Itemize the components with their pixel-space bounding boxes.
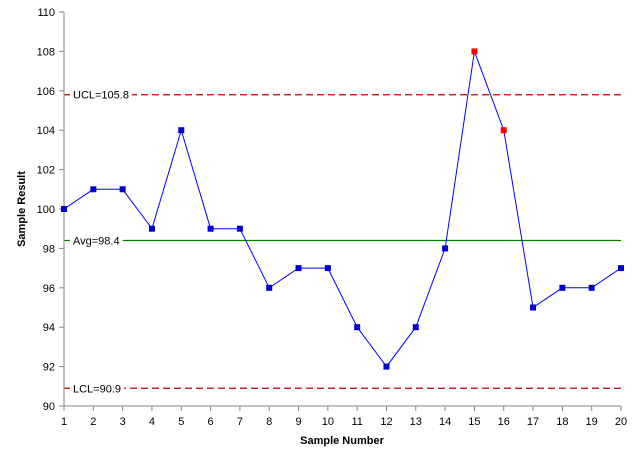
x-tick-label: 14 (439, 416, 451, 428)
data-point (383, 363, 390, 370)
reference-line-label-1: Avg=98.4 (73, 236, 120, 248)
data-point (266, 284, 273, 291)
reference-line-label-bg-0 (70, 87, 132, 102)
out-of-control-point (471, 48, 478, 55)
x-tick-label: 7 (237, 416, 243, 428)
x-tick-label: 20 (615, 416, 627, 428)
x-tick-label: 11 (351, 416, 362, 428)
data-point (148, 225, 155, 232)
x-tick-label: 18 (556, 416, 568, 428)
data-series (61, 48, 624, 370)
y-tick-label: 100 (37, 204, 55, 216)
x-tick-label: 13 (410, 416, 422, 428)
x-tick-label: 17 (527, 416, 539, 428)
x-tick-label: 4 (149, 416, 155, 428)
y-tick-label: 102 (37, 165, 55, 177)
y-tick-label: 96 (43, 283, 55, 295)
y-tick-label: 106 (37, 86, 55, 98)
data-point (295, 265, 302, 272)
data-point (207, 225, 214, 232)
data-point (618, 265, 624, 272)
data-point (236, 225, 243, 232)
x-tick-label: 12 (380, 416, 392, 428)
data-point (530, 304, 537, 311)
data-point (354, 324, 361, 331)
reference-line-label-bg-2 (70, 381, 125, 396)
y-tick-label: 94 (43, 322, 55, 334)
x-tick-label: 3 (120, 416, 126, 428)
x-tick-label: 19 (586, 416, 598, 428)
data-point (559, 284, 566, 291)
x-axis-title: Sample Number (300, 435, 384, 447)
reference-line-label-0: UCL=105.8 (73, 90, 129, 102)
data-point (119, 186, 126, 193)
data-point (90, 186, 97, 193)
data-point (178, 127, 185, 134)
out-of-control-point (500, 127, 507, 134)
y-tick-label: 104 (37, 125, 55, 137)
y-tick-label: 92 (43, 362, 55, 374)
x-tick-label: 2 (90, 416, 96, 428)
data-point (324, 265, 331, 272)
y-tick-label: 108 (37, 46, 55, 58)
series-line-0 (63, 51, 622, 368)
y-tick-label: 98 (43, 243, 55, 255)
y-tick-label: 110 (37, 7, 55, 19)
reference-lines: UCL=105.8 Avg=98.4 LCL=90.9 (64, 87, 621, 396)
data-point (61, 206, 67, 212)
data-point (442, 245, 449, 252)
reference-line-label-2: LCL=90.9 (73, 383, 121, 395)
data-point (588, 284, 595, 291)
x-tick-label: 1 (61, 416, 67, 428)
x-tick-label: 16 (498, 416, 510, 428)
x-tick-label: 6 (208, 416, 214, 428)
x-tick-label: 15 (468, 416, 480, 428)
x-tick-label: 9 (295, 416, 301, 428)
x-tick-label: 10 (322, 416, 334, 428)
y-axis-title: Sample Result (16, 171, 28, 247)
data-point (412, 324, 419, 331)
x-tick-label: 8 (266, 416, 272, 428)
reference-line-label-bg-1 (70, 233, 123, 248)
y-tick-label: 90 (43, 401, 55, 413)
x-tick-label: 5 (178, 416, 184, 428)
